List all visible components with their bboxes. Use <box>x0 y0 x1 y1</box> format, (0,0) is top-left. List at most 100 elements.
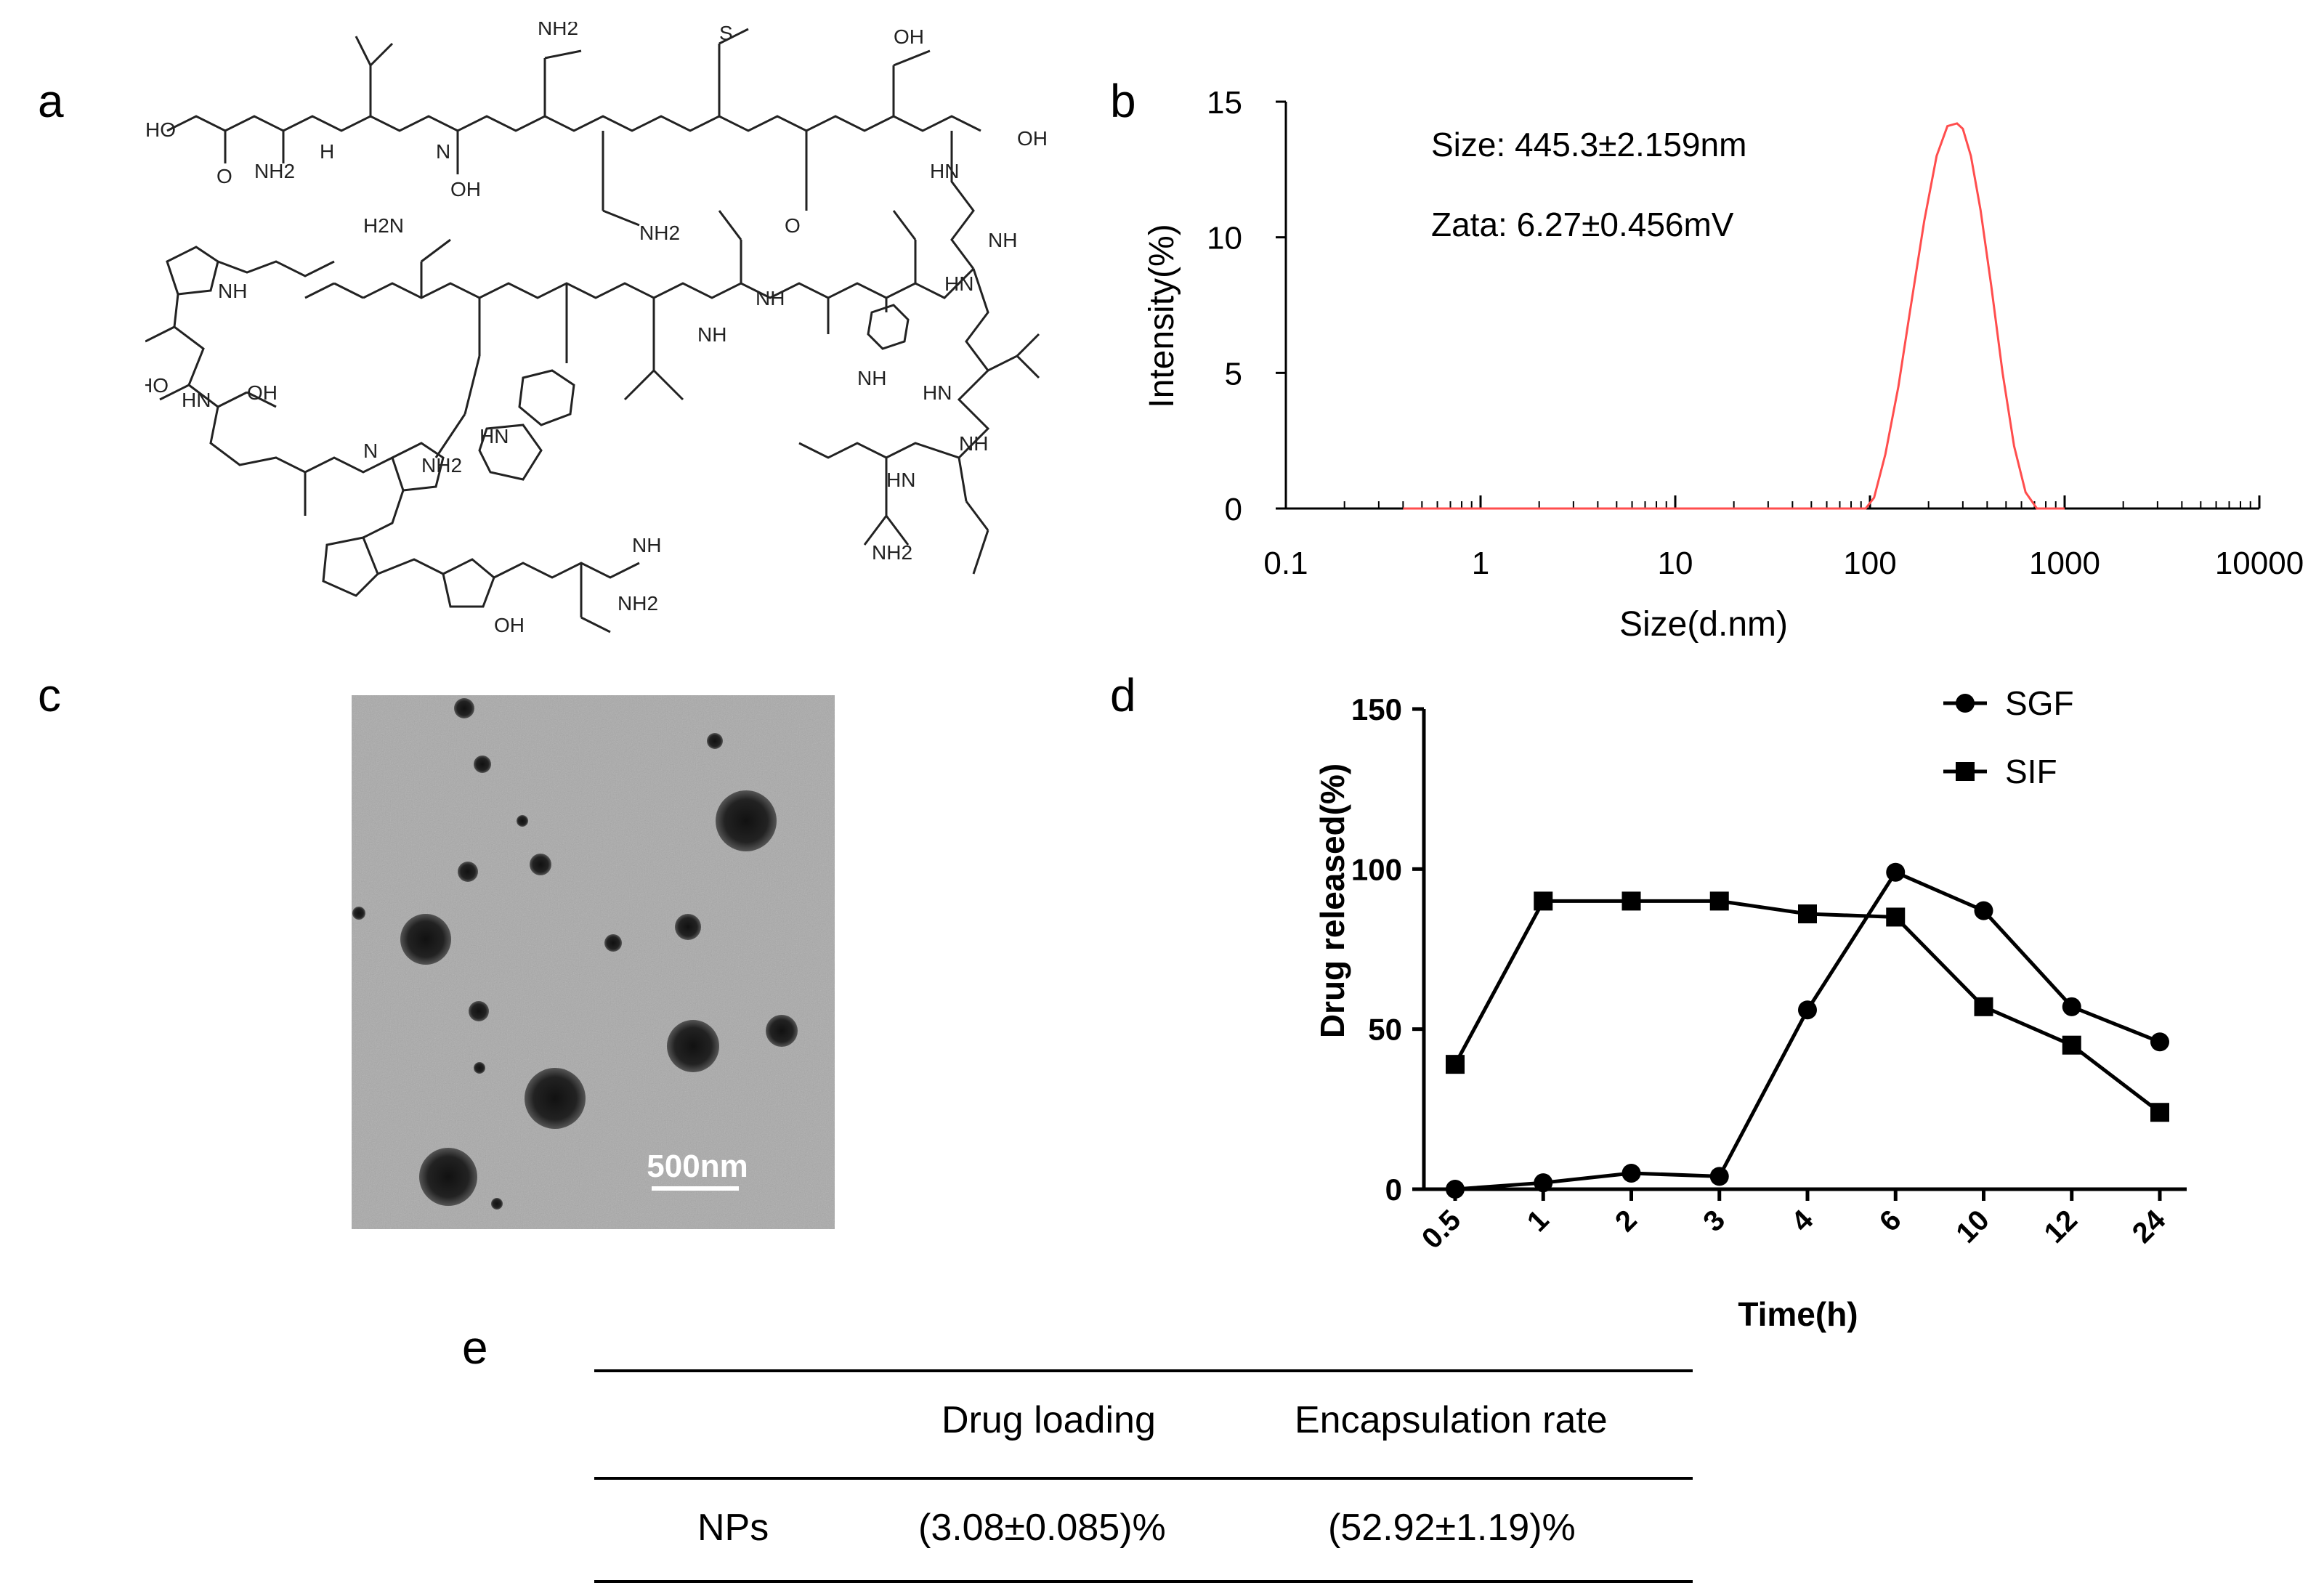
data-point-sgf <box>1974 901 1993 920</box>
x-tick-label: 6 <box>1874 1204 1908 1238</box>
atom-label: OH <box>494 614 525 636</box>
table-row-label: NPs <box>697 1507 769 1549</box>
atom-label: NH <box>756 287 785 309</box>
table-top-rule <box>594 1369 1693 1372</box>
atom-label: NH2 <box>872 541 912 564</box>
atom-label: HN <box>182 389 211 411</box>
data-point-sgf <box>2062 997 2081 1016</box>
y-tick-label: 100 <box>1351 852 1402 886</box>
atom-label: H2N <box>363 214 404 237</box>
atom-label: HO <box>145 374 169 397</box>
legend-marker-sif <box>1956 762 1975 781</box>
x-tick-label: 0.1 <box>1263 546 1308 581</box>
x-tick-label: 10000 <box>2215 546 2304 581</box>
data-point-sif <box>1974 997 1993 1016</box>
y-tick-label: 10 <box>1207 221 1242 256</box>
data-point-sgf <box>2150 1032 2169 1052</box>
x-tick-label: 2 <box>1609 1204 1643 1238</box>
data-point-sif <box>1886 907 1906 927</box>
x-axis-label: Size(d.nm) <box>1619 605 1788 644</box>
size-distribution-chart: 0 5 10 15 0.1 1 10 100 1000 10000 Intensity(%) Si… <box>1143 85 2304 644</box>
panel-label-a: a <box>38 75 64 127</box>
atom-label: NH <box>697 323 726 346</box>
panel-label-b: b <box>1110 75 1136 127</box>
x-tick-label: 0.5 <box>1416 1204 1467 1255</box>
atom-label: OH <box>247 381 278 404</box>
atom-label: NH2 <box>618 592 658 615</box>
atom-label: OH <box>894 25 924 48</box>
x-tick-label: 3 <box>1697 1204 1731 1238</box>
data-point-sif <box>2150 1103 2169 1122</box>
atom-label: NH <box>218 280 247 302</box>
y-axis-label: Intensity(%) <box>1143 224 1181 408</box>
data-point-sgf <box>1621 1163 1641 1183</box>
table-header-drug-loading: Drug loading <box>942 1399 1156 1441</box>
nanoparticles <box>352 698 798 1210</box>
atom-label: NH2 <box>254 160 295 182</box>
tem-image: 500nm <box>352 695 835 1229</box>
x-tick-label: 12 <box>2038 1204 2084 1249</box>
data-point-sgf <box>1798 1000 1817 1020</box>
y-tick-label: 0 <box>1385 1172 1402 1207</box>
atom-label: N <box>363 439 378 462</box>
atom-label: OH <box>450 178 481 200</box>
legend-marker-sgf <box>1956 694 1975 713</box>
atom-label: HN <box>479 425 509 447</box>
data-point-sgf <box>1886 862 1906 882</box>
atom-label: HN <box>886 469 915 491</box>
y-tick-label: 5 <box>1225 356 1242 392</box>
table-cell-encapsulation-rate: (52.92±1.19)% <box>1328 1507 1576 1549</box>
x-tick-label: 4 <box>1786 1204 1820 1238</box>
y-axis-label: Drug released(%) <box>1313 763 1351 1038</box>
atom-label: NH2 <box>538 22 578 39</box>
scale-bar-label: 500nm <box>647 1149 748 1184</box>
data-point-sif <box>1798 904 1817 924</box>
table-mid-rule <box>594 1477 1693 1480</box>
data-point-sif <box>1621 891 1641 911</box>
panel-label-e: e <box>462 1321 488 1374</box>
atom-label: S <box>719 22 733 44</box>
data-point-sif <box>1446 1055 1465 1074</box>
legend-label-sif: SIF <box>2005 753 2057 790</box>
atom-label: N <box>436 140 450 163</box>
data-point-sgf <box>1534 1173 1553 1193</box>
atom-label: HN <box>944 272 973 295</box>
atom-label: HN <box>930 160 959 182</box>
x-tick-label: 1 <box>1521 1204 1555 1238</box>
table-header-encapsulation-rate: Encapsulation rate <box>1295 1399 1608 1441</box>
x-tick-label: 100 <box>1843 546 1896 581</box>
atom-label: NH2 <box>639 222 680 244</box>
atom-label: HN <box>923 381 952 404</box>
x-tick-label: 24 <box>2126 1204 2172 1249</box>
zeta-annotation: Zata: 6.27±0.456mV <box>1431 206 1734 243</box>
panel-label-d: d <box>1110 669 1136 721</box>
x-tick-label: 10 <box>1950 1204 1996 1249</box>
table-bottom-rule <box>594 1580 1693 1583</box>
peptide-structure: HO O NH2 H N OH NH2 S OH O OH HN NH H2N … <box>145 22 1048 636</box>
data-point-sgf <box>1446 1180 1465 1199</box>
atom-label: HO <box>145 118 176 141</box>
atom-label: OH <box>1017 127 1048 150</box>
data-point-sgf <box>1709 1167 1729 1186</box>
legend: SGF SIF <box>1943 684 2074 790</box>
atom-label: NH <box>988 229 1017 251</box>
y-tick-label: 50 <box>1368 1013 1402 1047</box>
atom-label: NH <box>857 367 886 389</box>
atom-label: NH <box>632 534 661 556</box>
size-annotation: Size: 445.3±2.159nm <box>1431 126 1746 163</box>
x-tick-label: 10 <box>1658 546 1693 581</box>
atom-label: NH <box>959 432 988 455</box>
scale-bar <box>652 1186 739 1191</box>
data-point-sif <box>1534 891 1553 911</box>
atom-label: NH2 <box>421 454 462 477</box>
y-tick-label: 0 <box>1225 492 1242 527</box>
legend-label-sgf: SGF <box>2005 684 2074 722</box>
atom-label: O <box>785 214 801 237</box>
data-point-sif <box>1709 891 1729 911</box>
x-axis-label: Time(h) <box>1738 1295 1858 1333</box>
x-tick-label: 1000 <box>2029 546 2100 581</box>
panel-label-c: c <box>38 669 61 721</box>
table-cell-drug-loading: (3.08±0.085)% <box>918 1507 1166 1549</box>
y-tick-label: 15 <box>1207 85 1242 121</box>
